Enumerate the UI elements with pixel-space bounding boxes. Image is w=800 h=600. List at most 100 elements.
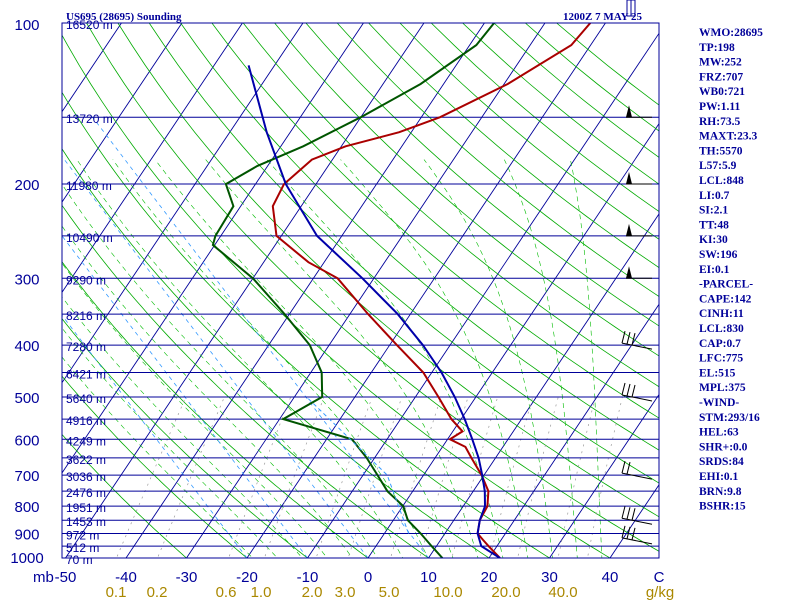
dry-adiabat-line	[336, 23, 659, 297]
wind-barb	[621, 382, 653, 402]
height-label: 3036 m	[66, 470, 106, 484]
wind-barb-pennant	[626, 172, 632, 185]
wet-bulb-line	[62, 235, 308, 558]
moist-adiabat-line	[504, 159, 578, 558]
chart-curves	[211, 23, 592, 558]
dry-adiabat-line	[556, 23, 659, 106]
dry-adiabat-line	[368, 23, 659, 269]
height-label: 2476 m	[66, 486, 106, 500]
dry-adiabat-line	[62, 204, 430, 558]
dry-adiabat-line	[305, 23, 659, 327]
wind-barb-feather	[621, 330, 626, 344]
wind-barbs	[621, 0, 653, 545]
pressure-label: 700	[14, 468, 39, 485]
moist-adiabat-line	[154, 159, 454, 558]
index-line: SRDS:84	[699, 456, 744, 468]
temperature-tick-label: -10	[297, 569, 319, 586]
index-line: EI:0.1	[699, 264, 730, 276]
index-line: TH:5570	[699, 145, 743, 157]
wind-barb-feather	[621, 525, 626, 539]
moist-adiabat-line	[76, 159, 404, 558]
isotherm-line	[246, 23, 606, 558]
temperature-tick-label: -50	[55, 569, 77, 586]
wind-barb-feather	[631, 384, 636, 398]
height-label: 4916 m	[66, 414, 106, 428]
wind-barb-feather	[626, 462, 631, 475]
moist-adiabat-line	[62, 296, 303, 558]
wind-barb-feather	[631, 508, 636, 521]
index-line: LI:0.7	[699, 190, 730, 202]
pressure-label: 200	[14, 177, 39, 194]
wind-barb-pennant	[626, 105, 632, 118]
temperature-tick-label: 30	[541, 569, 558, 586]
moist-adiabat-line	[62, 262, 328, 558]
dry-adiabat-line	[62, 261, 369, 558]
wind-barb-feather	[631, 332, 636, 346]
dry-adiabat-line	[62, 318, 309, 558]
mixing-ratio-label: 0.6	[216, 584, 237, 600]
index-line: TT:48	[699, 219, 729, 231]
mixing-ratio-label: 0.1	[106, 584, 127, 600]
mixing-ratio-label: 1.0	[251, 584, 272, 600]
wind-barb-pennant	[626, 223, 632, 236]
isotherm-line	[549, 393, 659, 558]
chart-labels: 16520 m 13720 m 11980 m 10490 m 9290 m 8216 m…	[10, 17, 674, 600]
wind-barb-shaft	[621, 517, 653, 525]
mixing-ratio-line	[264, 396, 325, 558]
unit-label: mb	[33, 569, 54, 586]
moist-adiabat-line	[62, 356, 254, 558]
index-line: LFC:775	[699, 353, 743, 365]
index-line: SI:2.1	[699, 205, 728, 217]
temperature-tick-label: -20	[236, 569, 258, 586]
index-line: TP:198	[699, 42, 735, 54]
height-label: 1951 m	[66, 501, 106, 515]
wet-bulb-line	[62, 314, 248, 558]
height-label: 10490 m	[66, 231, 113, 245]
moist-adiabat-line	[423, 159, 553, 558]
height-label: 1453 m	[66, 515, 106, 529]
index-line: CINH:11	[699, 308, 744, 320]
wind-barb-feather	[621, 382, 626, 396]
dry-adiabat-line	[274, 23, 659, 357]
mixing-ratio-line	[347, 396, 403, 558]
dry-adiabat-line	[117, 23, 659, 518]
dry-adiabat-line	[242, 23, 659, 388]
height-label: 8216 m	[66, 309, 106, 323]
chart-grid	[62, 23, 659, 558]
wet-bulb-line	[92, 116, 429, 558]
mixing-ratio-line	[390, 396, 442, 558]
wind-barb	[621, 330, 653, 350]
mixing-ratio-line	[489, 396, 534, 558]
index-line: WB0:721	[699, 86, 745, 98]
moist-adiabat-line	[112, 159, 429, 558]
index-line: KI:30	[699, 234, 728, 246]
wind-barb-feather	[626, 526, 631, 540]
temperature-tick-label: -40	[115, 569, 137, 586]
wind-barb-shaft	[621, 537, 653, 545]
height-label: 13720 m	[66, 112, 113, 126]
mixing-ratio-line	[157, 396, 225, 558]
mixing-ratio-line	[451, 396, 499, 558]
wind-barb	[626, 266, 652, 279]
height-label: 70 m	[66, 553, 93, 567]
wet-bulb-trace-line	[306, 396, 410, 534]
height-label: 6421 m	[66, 367, 106, 381]
wind-barb-pennant	[626, 266, 632, 279]
height-label: 512 m	[66, 541, 99, 555]
dry-adiabat-line	[86, 23, 659, 552]
mixing-ratio-line	[419, 396, 469, 558]
index-line: CAP:0.7	[699, 338, 741, 350]
wind-barb-feather	[626, 507, 631, 520]
height-label: 7280 m	[66, 340, 106, 354]
index-line: BRN:9.8	[699, 486, 742, 498]
wind-barb	[626, 172, 652, 185]
dry-adiabat-line	[148, 23, 659, 484]
mixing-ratio-label: 10.0	[433, 584, 462, 600]
dry-adiabat-line	[62, 91, 551, 558]
index-line: WMO:28695	[699, 27, 763, 39]
dewpoint-line	[211, 23, 495, 558]
isotherm-line	[62, 23, 364, 474]
height-label: 5640 m	[66, 392, 106, 406]
mixing-ratio-label: 5.0	[379, 584, 400, 600]
